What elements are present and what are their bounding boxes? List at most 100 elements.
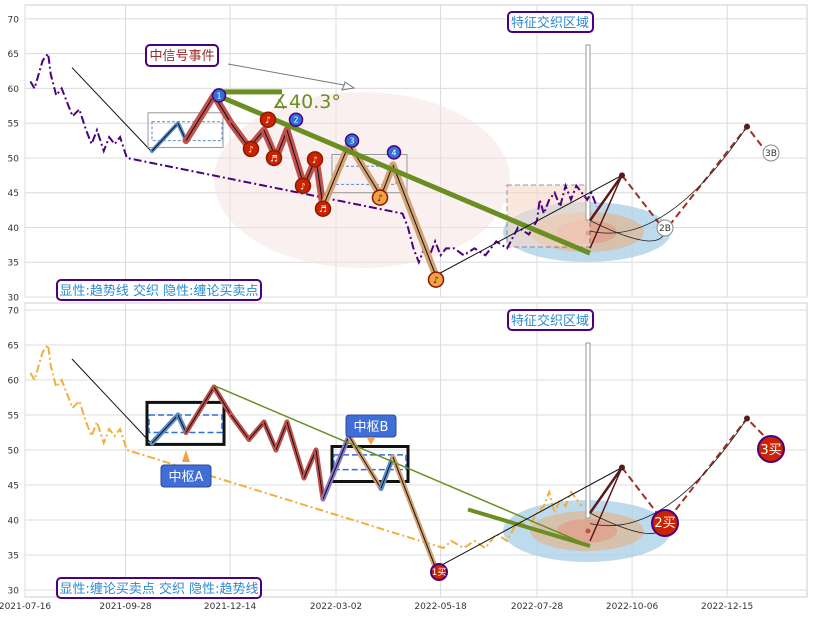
top-region-label: 特征交织区域 bbox=[511, 15, 589, 31]
buy3-label: 3买 bbox=[760, 443, 781, 458]
note-marker bbox=[294, 177, 312, 195]
wave-core-line bbox=[303, 449, 317, 479]
y-tick-label: 55 bbox=[8, 412, 19, 422]
point-3B-label: 3B bbox=[765, 149, 777, 159]
wave-core-line bbox=[151, 414, 179, 444]
note-marker-text: ♪ bbox=[265, 116, 271, 126]
buy1-marker bbox=[430, 563, 448, 581]
point-2B-marker bbox=[656, 219, 674, 237]
pivot-dot bbox=[619, 172, 625, 179]
wave-core-line bbox=[392, 164, 437, 277]
wave-core-line bbox=[213, 386, 232, 416]
zone-a-arrow bbox=[182, 450, 190, 462]
trend-thin-line bbox=[71, 358, 152, 444]
wave-number-marker bbox=[344, 133, 360, 148]
note-marker bbox=[314, 200, 332, 217]
wave-core-line bbox=[322, 143, 350, 207]
top-caption-box bbox=[56, 279, 262, 301]
note-marker bbox=[259, 111, 277, 128]
x-tick-label: 2021-12-14 bbox=[204, 602, 257, 612]
top-caption: 显性:趋势线 交织 隐性:缠论买卖点 bbox=[59, 283, 258, 299]
y-tick-label: 50 bbox=[8, 154, 20, 164]
buy2-marker bbox=[651, 509, 679, 537]
wave-core-line bbox=[248, 421, 265, 440]
zone-inner-a bbox=[151, 121, 223, 142]
x-tick-label: 2022-03-02 bbox=[310, 602, 362, 612]
projection-up-2 bbox=[589, 175, 623, 249]
chart-text-layer: 中信号事件 ∡40.3° 特征交织区域 显性:趋势线 交织 隐性:缠论买卖点 2… bbox=[59, 15, 781, 597]
wave-core-line bbox=[185, 95, 215, 141]
zone-b-box bbox=[345, 414, 397, 438]
buy2-label: 2买 bbox=[654, 516, 675, 531]
y-tick-label: 60 bbox=[8, 377, 20, 387]
y-tick-label: 50 bbox=[8, 447, 20, 457]
note-marker-text: ♬ bbox=[270, 154, 278, 164]
note-marker bbox=[265, 149, 283, 167]
zone-a-label: 中枢A bbox=[169, 470, 204, 485]
x-tick-label: 2021-07-16 bbox=[0, 602, 51, 612]
y-tick-label: 70 bbox=[8, 307, 20, 317]
zone-b-label: 中枢B bbox=[354, 420, 389, 435]
note-marker-text: ♪ bbox=[248, 145, 254, 155]
zone-b-arrow bbox=[367, 438, 375, 445]
x-tick-label: 2022-07-28 bbox=[511, 602, 564, 612]
wave-core-line bbox=[151, 122, 179, 152]
wave-core-line bbox=[322, 435, 350, 500]
wave-core-line bbox=[392, 456, 437, 570]
note-marker-text: ♪ bbox=[300, 182, 306, 192]
y-tick-label: 45 bbox=[8, 189, 19, 199]
wave-core-line bbox=[380, 456, 394, 489]
bottom-caption-box bbox=[56, 577, 262, 599]
y-tick-label: 60 bbox=[8, 85, 20, 95]
wave-number-marker bbox=[386, 145, 402, 160]
wave-number-text: 3 bbox=[349, 137, 354, 146]
projection-up-2 bbox=[589, 467, 623, 542]
top-region-box bbox=[507, 11, 594, 33]
trend-thin-line bbox=[71, 67, 152, 152]
peak-dot bbox=[744, 415, 750, 422]
note-marker-text: ♪ bbox=[312, 156, 318, 166]
note-marker-orange bbox=[427, 271, 445, 288]
wave-number-marker bbox=[288, 112, 304, 127]
y-tick-label: 35 bbox=[8, 259, 19, 269]
projection-curve bbox=[589, 126, 748, 234]
wave-core-line bbox=[275, 421, 288, 451]
vertical-marker-bar bbox=[585, 44, 591, 221]
bottom-caption: 显性:缠论买卖点 交织 隐性:趋势线 bbox=[59, 581, 258, 597]
vertical-marker-bar bbox=[585, 342, 591, 519]
callout-arrow bbox=[227, 63, 356, 91]
projection-up-thick bbox=[588, 174, 624, 222]
zone-box-a bbox=[147, 112, 224, 149]
wave-number-text: 4 bbox=[391, 148, 396, 157]
projection-up-thick bbox=[588, 466, 624, 514]
wave-core-line bbox=[185, 386, 215, 433]
y-tick-label: 65 bbox=[8, 342, 19, 352]
wave-core-line bbox=[230, 414, 250, 440]
wave-core-line bbox=[177, 414, 187, 433]
bottom-region-label: 特征交织区域 bbox=[511, 313, 589, 329]
trend-line-thick bbox=[467, 507, 591, 548]
angle-label: ∡40.3° bbox=[272, 91, 341, 113]
wave-core-line bbox=[286, 421, 305, 479]
buy3-marker bbox=[757, 435, 785, 463]
wave-core-line bbox=[286, 129, 305, 186]
wave-number-text: 1 bbox=[216, 91, 221, 100]
y-tick-label: 65 bbox=[8, 50, 19, 60]
buy1-label: 1买 bbox=[432, 567, 447, 578]
bottom-panel bbox=[29, 309, 785, 599]
top-panel: 1 2 3 4 ♪ ♪ ♬ ♪ ♪ ♬ ♪ ♪ bbox=[29, 11, 780, 301]
y-tick-label: 35 bbox=[8, 552, 19, 562]
projection-curve bbox=[589, 418, 748, 527]
projection-up-thin bbox=[436, 467, 623, 569]
wave-core-line bbox=[315, 449, 324, 500]
callout-event-box bbox=[145, 44, 219, 67]
zone-box-a bbox=[145, 400, 226, 446]
wave-core-line bbox=[263, 421, 277, 451]
x-tick-label: 2022-10-06 bbox=[606, 602, 659, 612]
y-tick-label: 40 bbox=[8, 517, 20, 527]
note-marker bbox=[306, 151, 324, 168]
zone-box-b bbox=[330, 445, 410, 483]
zone-a-box bbox=[160, 464, 212, 488]
pivot-dot bbox=[619, 464, 625, 471]
note-marker-text: ♬ bbox=[319, 205, 327, 215]
